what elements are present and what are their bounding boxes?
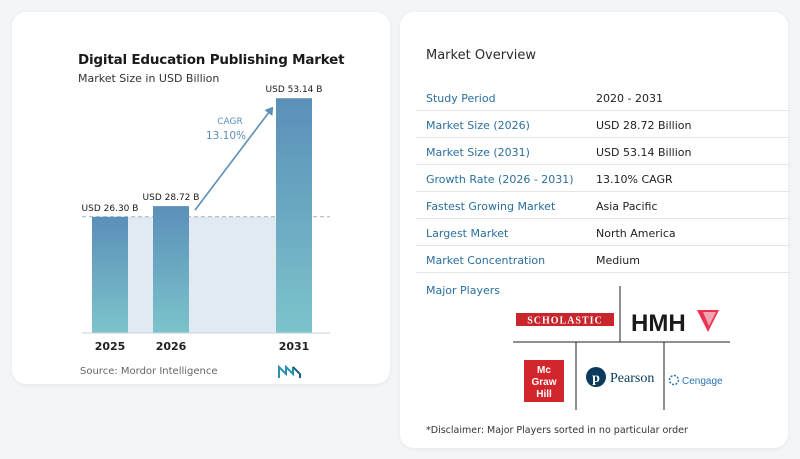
overview-label: Market Concentration bbox=[426, 254, 546, 267]
bar-2031 bbox=[276, 98, 312, 333]
baseline-shade bbox=[128, 216, 276, 333]
chart-title: Digital Education Publishing Market bbox=[78, 52, 345, 68]
scholastic-logo: SCHOLASTIC bbox=[516, 313, 614, 327]
hmh-logo: HMH bbox=[631, 310, 719, 337]
bar-value-label-2025: USD 26.30 B bbox=[82, 204, 139, 214]
overview-value: USD 28.72 Billion bbox=[596, 119, 692, 132]
overview-value: 13.10% CAGR bbox=[596, 173, 673, 186]
cengage-logo: Cengage bbox=[668, 374, 723, 387]
svg-text:Graw: Graw bbox=[531, 377, 556, 388]
svg-text:p: p bbox=[592, 371, 600, 386]
overview-label: Study Period bbox=[426, 92, 496, 105]
chart-source: Source: Mordor Intelligence bbox=[80, 366, 218, 377]
overview-value: Asia Pacific bbox=[596, 200, 658, 213]
overview-value: 2020 - 2031 bbox=[596, 92, 663, 105]
overview-row-fastest-growing: Fastest Growing Market Asia Pacific bbox=[416, 192, 790, 219]
overview-value: USD 53.14 Billion bbox=[596, 146, 692, 159]
mcgraw-hill-logo: Mc Graw Hill bbox=[524, 360, 564, 402]
pearson-logo: p Pearson bbox=[586, 367, 654, 387]
overview-label: Largest Market bbox=[426, 227, 509, 240]
major-players-title: Major Players bbox=[426, 284, 500, 297]
cengage-mark-icon bbox=[668, 374, 680, 386]
cengage-logo-text: Cengage bbox=[682, 376, 723, 387]
overview-label: Fastest Growing Market bbox=[426, 200, 556, 213]
pearson-logo-text: Pearson bbox=[610, 371, 654, 386]
cagr-value: 13.10% bbox=[206, 130, 246, 142]
svg-text:Mc: Mc bbox=[537, 365, 551, 376]
overview-row-study-period: Study Period 2020 - 2031 bbox=[416, 84, 790, 111]
svg-text:Hill: Hill bbox=[536, 389, 552, 400]
disclaimer: *Disclaimer: Major Players sorted in no … bbox=[426, 425, 688, 436]
x-tick-label-2026: 2026 bbox=[156, 340, 187, 353]
overview-title: Market Overview bbox=[426, 48, 537, 63]
bar-value-label-2031: USD 53.14 B bbox=[266, 85, 323, 95]
overview-row-market-size-2026: Market Size (2026) USD 28.72 Billion bbox=[416, 111, 790, 138]
logo-grid-lines bbox=[513, 286, 730, 410]
overview-row-market-size-2031: Market Size (2031) USD 53.14 Billion bbox=[416, 138, 790, 165]
bar-2026 bbox=[153, 206, 189, 333]
scholastic-logo-text: SCHOLASTIC bbox=[527, 316, 603, 327]
pearson-mark-icon bbox=[586, 367, 606, 387]
overview-row-concentration: Market Concentration Medium bbox=[416, 246, 790, 273]
x-tick-label-2025: 2025 bbox=[95, 340, 126, 353]
x-tick-label-2031: 2031 bbox=[279, 340, 310, 353]
overview-value: North America bbox=[596, 227, 676, 240]
cagr-label: CAGR bbox=[217, 117, 243, 127]
bar-chart: USD 26.30 B 2025 USD 28.72 B 2026 USD 53.14 … bbox=[82, 85, 330, 353]
overview-row-growth-rate: Growth Rate (2026 - 2031) 13.10% CAGR bbox=[416, 165, 790, 192]
mordor-intelligence-logo-icon bbox=[278, 365, 301, 378]
cagr-arrow bbox=[194, 106, 274, 211]
bar-2025 bbox=[92, 216, 128, 333]
overview-row-largest-market: Largest Market North America bbox=[416, 219, 790, 246]
overview-label: Market Size (2031) bbox=[426, 146, 530, 159]
overview-value: Medium bbox=[596, 254, 640, 267]
bar-value-label-2026: USD 28.72 B bbox=[143, 193, 200, 203]
chart-subtitle: Market Size in USD Billion bbox=[78, 72, 220, 85]
overview-label: Market Size (2026) bbox=[426, 119, 530, 132]
hmh-logo-text: HMH bbox=[631, 310, 686, 337]
overview-label: Growth Rate (2026 - 2031) bbox=[426, 173, 574, 186]
